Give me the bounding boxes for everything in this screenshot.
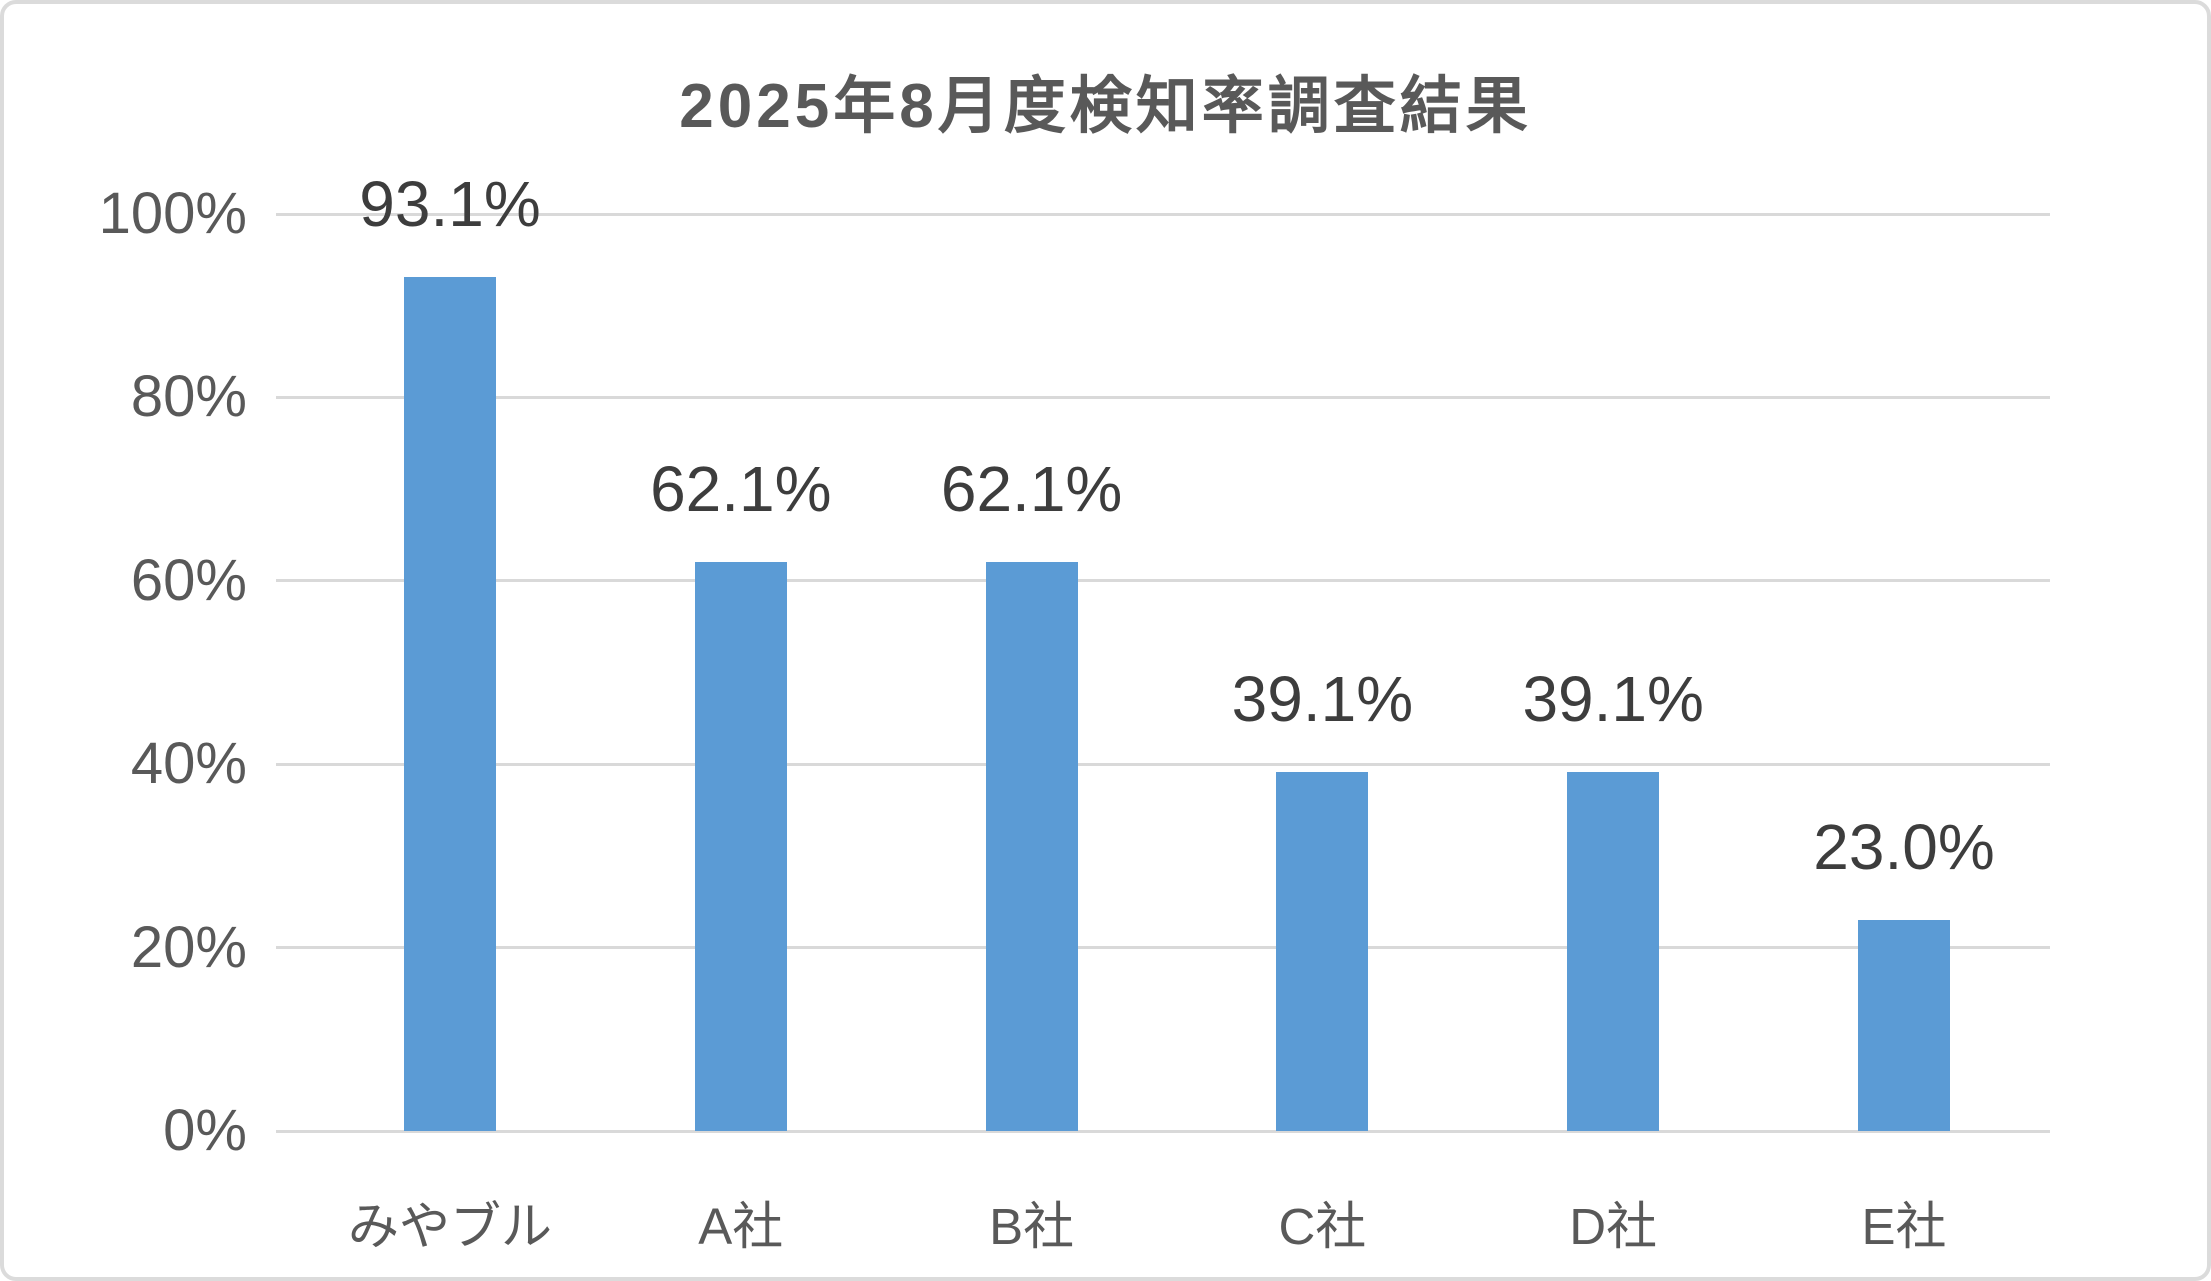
bar	[1567, 772, 1660, 1131]
bar	[1858, 920, 1950, 1131]
bar-value-label: 62.1%	[650, 452, 832, 525]
bar	[1276, 772, 1369, 1131]
gridline-h	[276, 579, 2050, 583]
gridline-h	[276, 762, 2050, 766]
y-axis-tick-label: 60%	[130, 547, 247, 613]
bar-value-label: 39.1%	[1522, 663, 1704, 736]
x-axis-category-label: B社	[989, 1198, 1075, 1255]
y-axis-tick-label: 80%	[130, 364, 247, 430]
gridline-h	[276, 946, 2050, 950]
bar-value-label: 39.1%	[1231, 663, 1414, 736]
gridline-h	[276, 212, 2050, 216]
bar	[404, 277, 496, 1131]
bar	[985, 561, 1078, 1131]
x-axis-category-label: D社	[1569, 1198, 1658, 1255]
x-axis-category-label: C社	[1278, 1198, 1367, 1255]
x-axis-category-label: E社	[1861, 1198, 1947, 1255]
plot-area: 0% 20% 40% 60% 80% 100% 93.1% みやブル 62.1% A社 62.1% B…	[4, 4, 2207, 1277]
bar	[694, 561, 787, 1131]
y-axis-tick-label: 40%	[130, 731, 247, 797]
x-axis-category-label: みやブル	[347, 1198, 552, 1255]
gridline-h	[276, 395, 2050, 399]
bar-value-label: 23.0%	[1813, 811, 1995, 884]
bar-value-label: 93.1%	[359, 168, 541, 241]
y-axis-tick-label: 20%	[130, 914, 247, 980]
gridline-h	[276, 1129, 2050, 1133]
x-axis-category-label: A社	[698, 1198, 784, 1255]
bar-value-label: 62.1%	[940, 452, 1123, 525]
y-axis-tick-label: 0%	[163, 1098, 247, 1163]
y-axis-tick-label: 100%	[98, 181, 247, 246]
chart-title: 2025年8月度検知率調査結果	[679, 72, 1532, 141]
